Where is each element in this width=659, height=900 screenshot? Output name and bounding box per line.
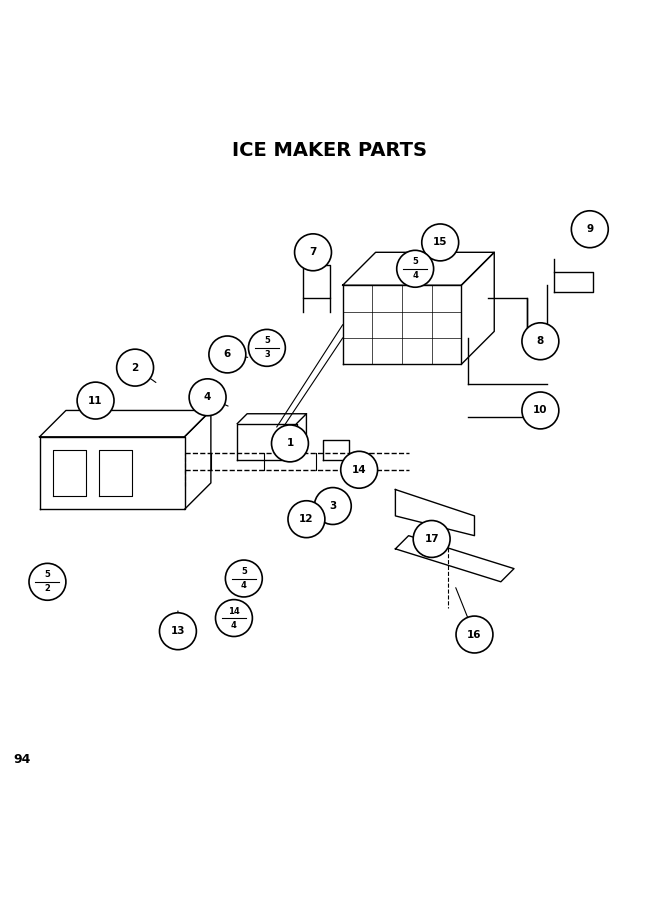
Circle shape xyxy=(159,613,196,650)
Text: 9: 9 xyxy=(587,224,593,234)
Text: 16: 16 xyxy=(467,629,482,640)
Circle shape xyxy=(288,500,325,537)
Text: 6: 6 xyxy=(223,349,231,359)
Circle shape xyxy=(209,336,246,373)
Text: 15: 15 xyxy=(433,238,447,248)
Circle shape xyxy=(248,329,285,366)
Circle shape xyxy=(215,599,252,636)
Circle shape xyxy=(225,560,262,597)
Circle shape xyxy=(77,382,114,419)
Circle shape xyxy=(341,451,378,488)
Text: 4: 4 xyxy=(413,271,418,280)
Text: 11: 11 xyxy=(88,396,103,406)
Text: 1: 1 xyxy=(286,438,294,448)
Text: 14: 14 xyxy=(352,464,366,475)
Circle shape xyxy=(522,392,559,429)
Circle shape xyxy=(397,250,434,287)
Text: 17: 17 xyxy=(424,534,439,544)
Circle shape xyxy=(272,425,308,462)
Circle shape xyxy=(314,488,351,525)
Text: ICE MAKER PARTS: ICE MAKER PARTS xyxy=(232,140,427,159)
Text: 10: 10 xyxy=(533,406,548,416)
Text: 5: 5 xyxy=(413,257,418,266)
Text: 7: 7 xyxy=(309,248,317,257)
Text: 14: 14 xyxy=(228,607,240,616)
Text: 2: 2 xyxy=(131,363,139,373)
Circle shape xyxy=(295,234,331,271)
Circle shape xyxy=(456,616,493,653)
Text: 8: 8 xyxy=(536,337,544,347)
Text: 12: 12 xyxy=(299,514,314,524)
Text: 4: 4 xyxy=(241,581,246,590)
Text: 4: 4 xyxy=(231,621,237,630)
Circle shape xyxy=(522,323,559,360)
Circle shape xyxy=(422,224,459,261)
Text: 4: 4 xyxy=(204,392,212,402)
Text: 94: 94 xyxy=(13,753,30,766)
Text: 3: 3 xyxy=(329,501,337,511)
Text: 5: 5 xyxy=(45,571,50,580)
Text: 2: 2 xyxy=(45,584,50,593)
Text: 13: 13 xyxy=(171,626,185,636)
Text: 3: 3 xyxy=(264,350,270,359)
Circle shape xyxy=(189,379,226,416)
Text: 5: 5 xyxy=(241,567,246,576)
Circle shape xyxy=(413,520,450,557)
Circle shape xyxy=(117,349,154,386)
Circle shape xyxy=(29,563,66,600)
Text: 5: 5 xyxy=(264,337,270,346)
Circle shape xyxy=(571,211,608,248)
